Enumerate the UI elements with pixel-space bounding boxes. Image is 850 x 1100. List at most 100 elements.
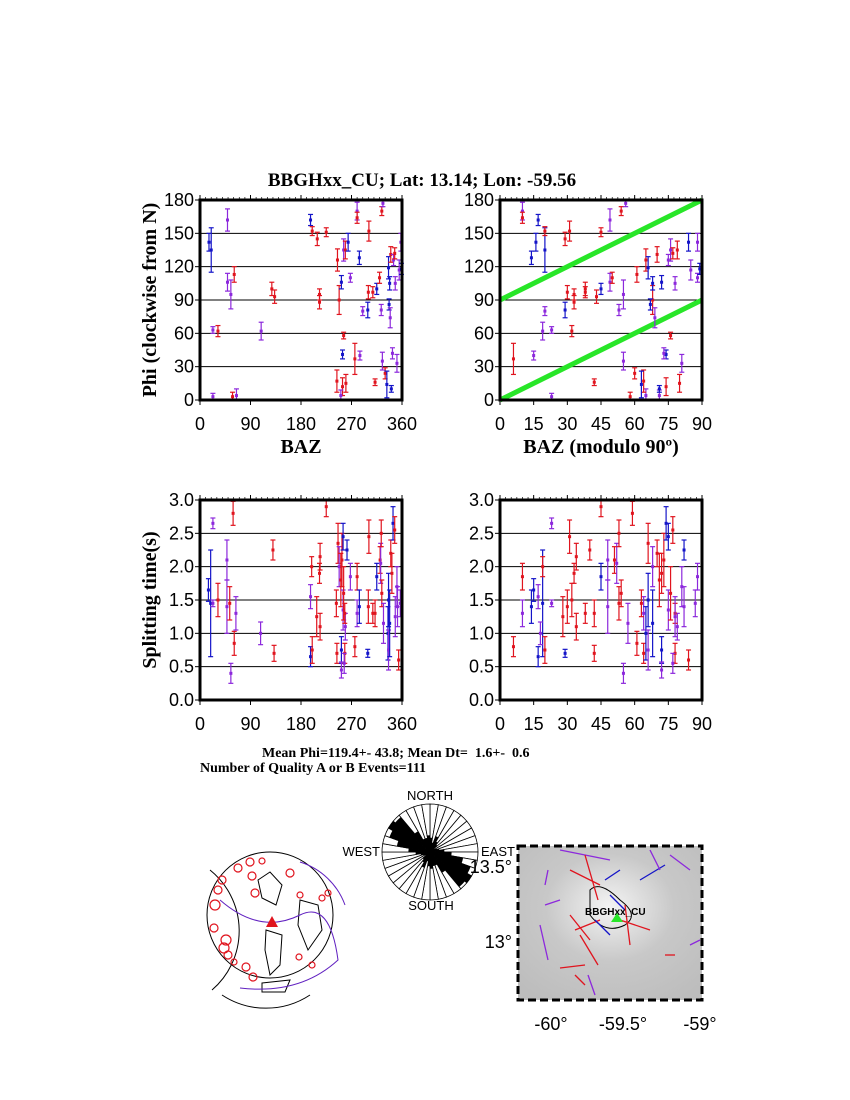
x-tick-label: 360 (387, 714, 417, 734)
point-marker (393, 528, 397, 532)
point-marker (574, 555, 578, 559)
data-point (317, 612, 323, 641)
lat-label-13-5: 13.5° (470, 857, 512, 877)
data-point (531, 350, 537, 361)
point-marker (651, 281, 655, 285)
point-marker (232, 641, 236, 645)
data-point (338, 274, 344, 290)
data-point (620, 279, 626, 310)
data-point (625, 602, 631, 644)
data-point (356, 250, 362, 266)
data-point (231, 266, 237, 283)
rose-petal (430, 852, 435, 867)
point-marker (639, 382, 643, 386)
point-marker (310, 565, 314, 569)
rose-petal (430, 852, 433, 869)
data-point (354, 211, 360, 224)
data-point (670, 247, 676, 260)
point-marker (272, 651, 276, 655)
data-point (587, 539, 593, 561)
point-marker (651, 565, 655, 569)
data-point (309, 556, 315, 578)
point-marker (348, 575, 352, 579)
point-marker (348, 276, 352, 280)
point-marker (666, 535, 670, 539)
point-marker (387, 302, 391, 306)
data-point (365, 648, 371, 658)
point-marker (335, 258, 339, 262)
point-marker (511, 357, 515, 361)
point-marker (696, 575, 700, 579)
point-marker (388, 621, 392, 625)
y-tick-label: 30 (174, 357, 194, 377)
lat-label-13: 13° (485, 932, 512, 952)
point-marker (583, 290, 587, 294)
point-marker (568, 229, 572, 233)
point-marker (206, 588, 210, 592)
point-marker (342, 334, 346, 338)
data-point (345, 232, 351, 252)
point-marker (341, 352, 345, 356)
y-tick-label: 2.5 (469, 523, 494, 543)
point-marker (339, 668, 343, 672)
data-point (688, 259, 694, 281)
point-marker (234, 394, 238, 398)
point-marker (642, 611, 646, 615)
data-point (314, 231, 320, 247)
data-point (591, 644, 597, 662)
point-marker (211, 395, 215, 399)
point-marker (673, 615, 677, 619)
point-marker (520, 216, 524, 220)
point-marker (617, 601, 621, 605)
data-point (591, 378, 597, 387)
africa-outline (297, 899, 323, 952)
rose-petal (388, 821, 430, 852)
data-point (634, 630, 640, 656)
point-marker (389, 252, 393, 256)
data-point (591, 599, 597, 628)
point-marker (379, 531, 383, 535)
point-marker (357, 256, 361, 260)
x-tick-label: 270 (336, 714, 366, 734)
point-marker (318, 292, 322, 296)
data-point (352, 636, 358, 658)
point-marker (375, 575, 379, 579)
dt-vs-baz-mod90-plot: 0.0 0.5 1.0 1.5 2.0 2.5 3.0 0 15 30 45 60 75 90 (469, 490, 712, 734)
point-marker (335, 379, 339, 383)
point-marker (666, 258, 670, 262)
data-point (620, 351, 626, 371)
y-tick-label: 2.5 (169, 523, 194, 543)
rose-petal (430, 852, 446, 873)
point-marker (570, 329, 574, 333)
point-marker (660, 280, 664, 284)
y-tick-label: 3.0 (469, 490, 494, 510)
point-marker (342, 591, 346, 595)
point-marker (380, 591, 384, 595)
data-point (562, 648, 568, 658)
point-marker (644, 631, 648, 635)
data-point (571, 288, 577, 301)
point-marker (646, 598, 650, 602)
point-marker (646, 541, 650, 545)
data-point (309, 226, 315, 237)
data-point (344, 539, 350, 561)
point-marker (234, 611, 238, 615)
data-point (392, 276, 398, 291)
data-point (645, 522, 651, 564)
data-point (598, 282, 604, 296)
point-marker (626, 621, 630, 625)
data-point (672, 596, 678, 638)
data-point (519, 562, 525, 591)
island-coastline (589, 886, 632, 929)
y-tick-label: 0.5 (469, 657, 494, 677)
data-point (645, 256, 651, 280)
data-point (342, 602, 348, 624)
point-marker (324, 230, 328, 234)
data-point (614, 542, 620, 584)
data-point (224, 208, 230, 232)
point-marker (216, 329, 220, 333)
x-tick-label: 75 (658, 714, 678, 734)
point-marker (536, 595, 540, 599)
data-point (632, 367, 638, 380)
y-tick-label: 150 (164, 223, 194, 243)
